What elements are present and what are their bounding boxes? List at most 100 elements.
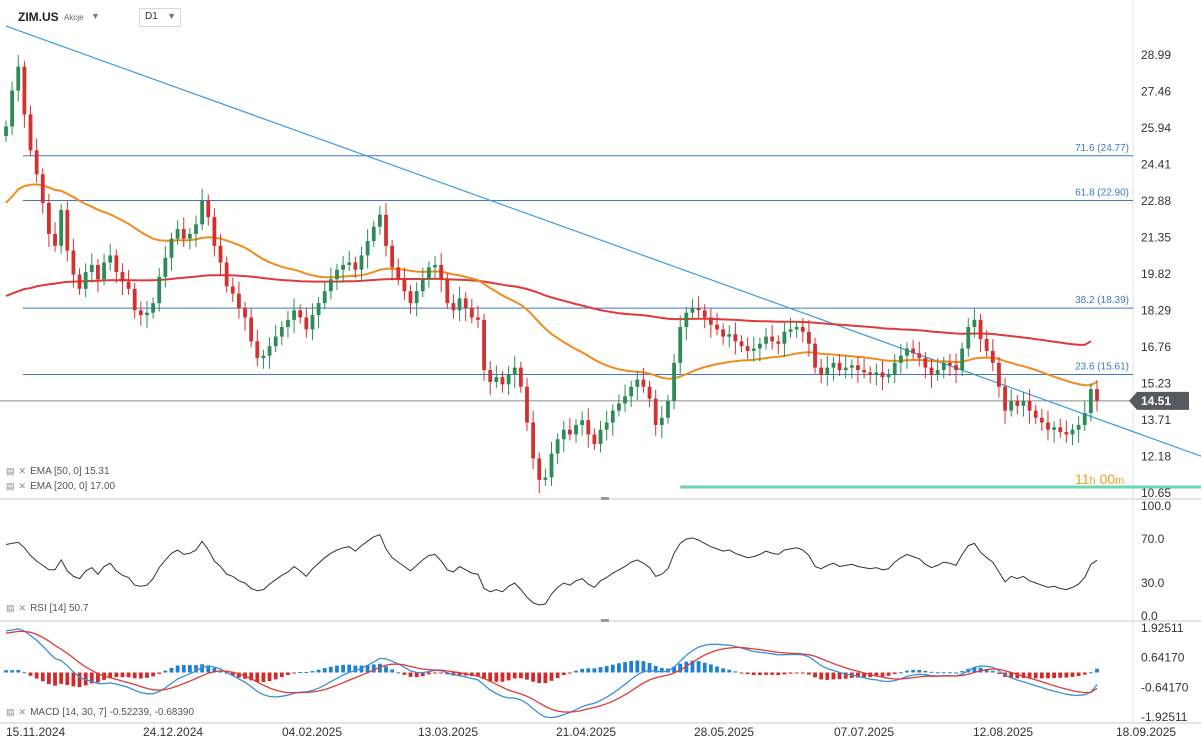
- macd-histogram-bar: [433, 672, 437, 674]
- candle-body: [1095, 389, 1099, 401]
- candle-body: [488, 370, 493, 382]
- macd-histogram-bar: [482, 672, 486, 679]
- settings-icon[interactable]: ▤: [6, 707, 15, 717]
- candle-body: [800, 327, 805, 332]
- candle-body: [960, 348, 965, 371]
- price-tick-label: 22.88: [1141, 194, 1171, 208]
- settings-icon[interactable]: ▤: [6, 466, 15, 476]
- current-price-label: 14.51: [1141, 394, 1171, 408]
- macd-histogram-bar: [347, 664, 352, 673]
- price-tick-label: 21.35: [1141, 230, 1171, 244]
- candle-body: [825, 367, 830, 375]
- macd-histogram-bar: [905, 670, 909, 673]
- candle: [672, 354, 676, 410]
- macd-histogram-bar: [794, 672, 799, 674]
- remove-icon[interactable]: ✕: [18, 481, 27, 491]
- candle: [187, 227, 192, 250]
- candle: [856, 356, 860, 384]
- candle: [653, 389, 658, 436]
- remove-icon[interactable]: ✕: [18, 466, 27, 476]
- candle-body: [224, 262, 229, 287]
- macd-histogram-bar: [402, 672, 407, 675]
- remove-icon[interactable]: ✕: [18, 707, 27, 717]
- macd-histogram-bar: [800, 672, 805, 674]
- candle: [457, 286, 462, 322]
- candle-body: [580, 420, 585, 425]
- candle-body: [629, 386, 634, 397]
- remove-icon[interactable]: ✕: [18, 603, 27, 613]
- timeframe-selector[interactable]: D1 ▼: [139, 8, 181, 27]
- candle: [175, 220, 180, 245]
- candle: [145, 300, 149, 329]
- macd-histogram-bar: [255, 672, 260, 682]
- settings-icon[interactable]: ▤: [6, 603, 15, 613]
- macd-legend[interactable]: ▤ ✕ MACD [14, 30, 7] -0.52239, -0.68390: [6, 707, 194, 718]
- candle-body: [4, 126, 8, 136]
- candle-body: [525, 386, 529, 423]
- ema50-legend[interactable]: ▤ ✕ EMA [50, 0] 15.31: [6, 466, 110, 477]
- candle-body: [439, 264, 444, 280]
- candle-body: [684, 312, 689, 328]
- macd-histogram-bar: [267, 672, 272, 682]
- candle: [267, 337, 272, 369]
- macd-histogram-bar: [249, 672, 254, 681]
- date-tick-label: 13.03.2025: [418, 725, 478, 739]
- candle-body: [40, 174, 45, 203]
- macd-histogram-bar: [194, 665, 198, 673]
- macd-histogram-bar: [684, 661, 689, 673]
- macd-histogram-bar: [187, 665, 192, 673]
- candle-body: [71, 250, 76, 275]
- candle: [396, 258, 401, 286]
- macd-histogram-bar: [610, 664, 615, 673]
- symbol-name[interactable]: ZIM.US: [18, 10, 59, 24]
- macd-histogram-bar: [659, 667, 664, 673]
- candle: [47, 193, 51, 248]
- rsi-line: [5, 533, 1098, 606]
- macd-histogram-bar: [598, 667, 603, 673]
- candle: [53, 222, 57, 252]
- settings-icon[interactable]: ▤: [6, 481, 15, 491]
- candle: [1058, 418, 1063, 439]
- candle: [151, 297, 156, 319]
- candle-body: [997, 362, 1001, 387]
- candle: [316, 297, 321, 329]
- candle: [322, 282, 327, 310]
- candle-body: [341, 264, 346, 270]
- candle-body: [181, 229, 186, 239]
- macd-histogram-bar: [1027, 672, 1032, 679]
- candle: [341, 256, 346, 283]
- candle-body: [537, 458, 542, 480]
- candle-body: [561, 429, 566, 440]
- macd-histogram-bar: [1076, 672, 1081, 676]
- macd-histogram-bar: [212, 667, 217, 673]
- candle: [1095, 380, 1099, 412]
- macd-histogram-bar: [898, 672, 903, 674]
- rsi-legend[interactable]: ▤ ✕ RSI [14] 50.7: [6, 603, 88, 614]
- candle-body: [414, 291, 419, 304]
- candle-body: [353, 262, 358, 270]
- candle: [984, 330, 989, 357]
- ema200-legend[interactable]: ▤ ✕ EMA [200, 0] 17.00: [6, 481, 115, 492]
- candle-body: [733, 334, 738, 342]
- candle: [206, 194, 211, 226]
- candle-body: [114, 255, 119, 273]
- candle-body: [874, 372, 879, 375]
- macd-histogram-bar: [488, 672, 493, 682]
- candle-body: [206, 200, 211, 218]
- candle-body: [843, 367, 848, 371]
- candle-body: [157, 276, 162, 304]
- candle-body: [347, 262, 352, 265]
- macd-histogram-bar: [1021, 672, 1026, 679]
- macd-histogram-bar: [469, 672, 474, 676]
- candle-body: [647, 386, 652, 399]
- trendline: [5, 25, 1201, 457]
- candle: [525, 377, 529, 431]
- countdown-hours-unit: h: [1089, 475, 1096, 487]
- candle: [414, 282, 419, 317]
- candle: [22, 60, 27, 128]
- candle: [138, 301, 143, 326]
- symbol-dropdown-icon[interactable]: ▼: [91, 11, 100, 21]
- candle: [310, 303, 315, 341]
- candle-countdown: 11h 00m: [1075, 471, 1124, 487]
